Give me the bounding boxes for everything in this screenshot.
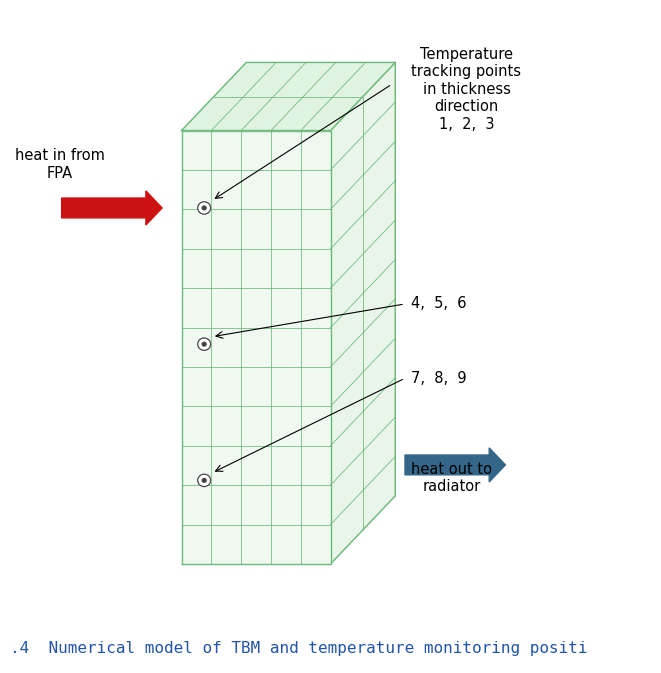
Text: .4  Numerical model of TBM and temperature monitoring positi: .4 Numerical model of TBM and temperatur… — [10, 641, 588, 656]
Circle shape — [202, 479, 206, 483]
Text: Temperature
tracking points
in thickness
direction
1,  2,  3: Temperature tracking points in thickness… — [411, 47, 522, 132]
Polygon shape — [182, 131, 330, 564]
Text: heat out to
radiator: heat out to radiator — [411, 462, 492, 494]
Text: 7,  8,  9: 7, 8, 9 — [411, 371, 467, 386]
Circle shape — [198, 338, 211, 351]
Polygon shape — [330, 63, 395, 564]
Circle shape — [202, 206, 206, 210]
FancyArrow shape — [61, 191, 162, 225]
FancyArrow shape — [405, 448, 506, 482]
Text: 4,  5,  6: 4, 5, 6 — [411, 296, 467, 312]
Circle shape — [198, 474, 211, 487]
Circle shape — [202, 343, 206, 346]
Text: heat in from
FPA: heat in from FPA — [15, 149, 104, 181]
Polygon shape — [182, 63, 395, 131]
Circle shape — [198, 202, 211, 214]
